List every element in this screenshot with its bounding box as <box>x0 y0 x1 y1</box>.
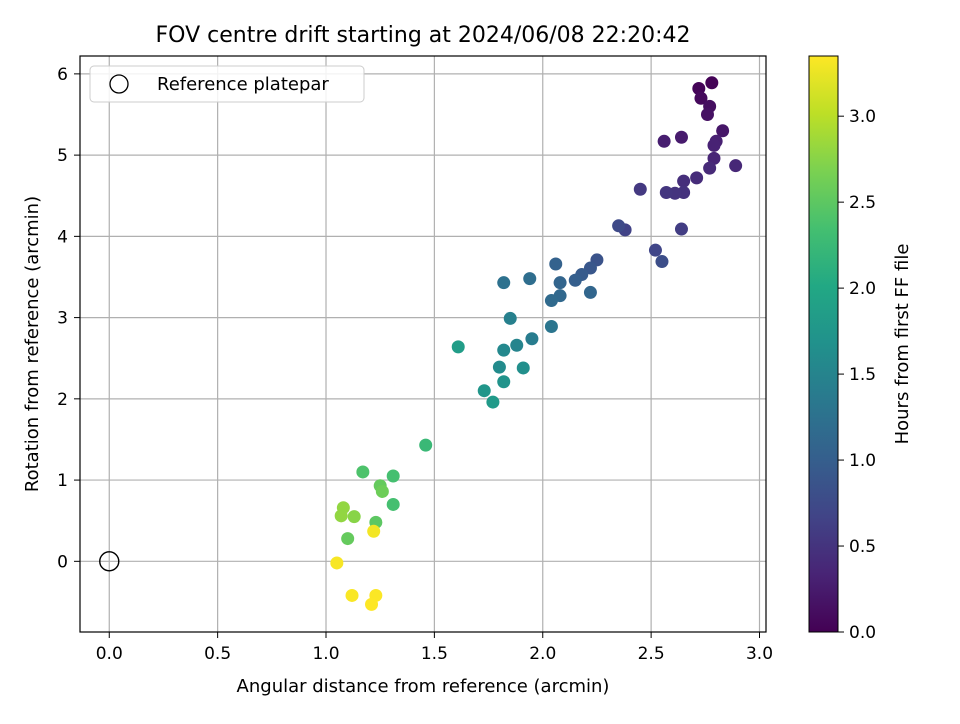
data-point <box>510 338 524 352</box>
data-point <box>583 285 597 299</box>
data-point <box>648 243 662 257</box>
data-point <box>345 588 359 602</box>
x-tick-label: 0.5 <box>204 644 231 664</box>
data-point <box>386 497 400 511</box>
legend-entry: Reference platepar <box>157 74 329 95</box>
colorbar-tick-label: 2.5 <box>849 193 876 213</box>
data-point <box>419 438 433 452</box>
data-point <box>694 91 708 105</box>
data-points <box>330 76 743 611</box>
data-point <box>633 182 647 196</box>
data-point <box>492 360 506 374</box>
data-point <box>497 375 511 389</box>
data-point <box>707 151 721 165</box>
colorbar-tick-label: 1.0 <box>849 451 876 471</box>
x-axis-ticks: 0.0 0.5 1.0 1.5 2.0 2.5 3.0 <box>96 632 773 664</box>
x-tick-label: 2.5 <box>638 644 665 664</box>
data-point <box>544 320 558 334</box>
data-point <box>705 76 719 90</box>
data-point <box>477 384 491 398</box>
y-axis-ticks: 0 1 2 3 4 5 6 <box>57 65 80 572</box>
y-tick-label: 5 <box>57 146 68 166</box>
legend-box <box>89 65 365 103</box>
data-point <box>336 501 350 515</box>
x-tick-label: 1.5 <box>421 644 448 664</box>
x-axis-label: Angular distance from reference (arcmin) <box>237 676 610 697</box>
data-point <box>659 185 673 199</box>
data-point <box>544 294 558 308</box>
reference-marker <box>99 551 120 572</box>
legend-marker <box>109 74 129 94</box>
data-point <box>657 134 671 148</box>
y-axis-label: Rotation from reference (arcmin) <box>22 196 43 492</box>
plot-frame <box>79 55 767 633</box>
data-point <box>568 273 582 287</box>
reference-point <box>99 551 120 572</box>
data-point <box>703 161 717 175</box>
data-point <box>525 332 539 346</box>
legend: Reference platepar <box>89 65 365 103</box>
chart-title: FOV centre drift starting at 2024/06/08 … <box>156 23 691 48</box>
data-point <box>356 465 370 479</box>
data-point <box>347 510 361 524</box>
data-point <box>549 257 563 271</box>
data-point <box>523 272 537 286</box>
data-point <box>486 395 500 409</box>
x-tick-label: 3.0 <box>746 644 773 664</box>
colorbar-label: Hours from first FF file <box>892 244 913 445</box>
data-point <box>367 524 381 538</box>
colorbar <box>808 55 839 633</box>
data-point <box>497 276 511 290</box>
data-point <box>553 276 567 290</box>
data-point <box>674 222 688 236</box>
y-tick-label: 1 <box>57 471 68 491</box>
data-point <box>612 219 626 233</box>
colorbar-tick-label: 3.0 <box>849 107 876 127</box>
x-tick-label: 2.0 <box>529 644 556 664</box>
data-point <box>716 124 730 138</box>
data-point <box>690 171 704 185</box>
x-tick-label: 1.0 <box>312 644 339 664</box>
data-point <box>707 138 721 152</box>
data-point <box>497 343 511 357</box>
colorbar-ticks: 0.0 0.5 1.0 1.5 2.0 2.5 3.0 <box>838 107 876 643</box>
x-tick-label: 0.0 <box>96 644 123 664</box>
data-point <box>365 597 379 611</box>
data-point <box>451 340 465 354</box>
data-point <box>729 159 743 173</box>
data-point <box>655 255 669 269</box>
colorbar-tick-label: 0.0 <box>849 623 876 643</box>
y-tick-label: 3 <box>57 309 68 329</box>
data-point <box>341 532 355 546</box>
data-point <box>692 81 706 95</box>
data-point <box>677 174 691 188</box>
data-point <box>503 311 517 325</box>
data-point <box>386 469 400 483</box>
colorbar-tick-label: 2.0 <box>849 279 876 299</box>
colorbar-tick-label: 0.5 <box>849 537 876 557</box>
data-point <box>700 107 714 121</box>
y-tick-label: 6 <box>57 65 68 85</box>
grid-lines <box>80 56 766 632</box>
y-tick-label: 2 <box>57 390 68 410</box>
y-tick-label: 4 <box>57 227 68 247</box>
data-point <box>330 556 344 570</box>
data-point <box>375 484 389 498</box>
y-tick-label: 0 <box>57 552 68 572</box>
data-point <box>516 361 530 375</box>
data-point <box>674 130 688 144</box>
colorbar-tick-label: 1.5 <box>849 365 876 385</box>
